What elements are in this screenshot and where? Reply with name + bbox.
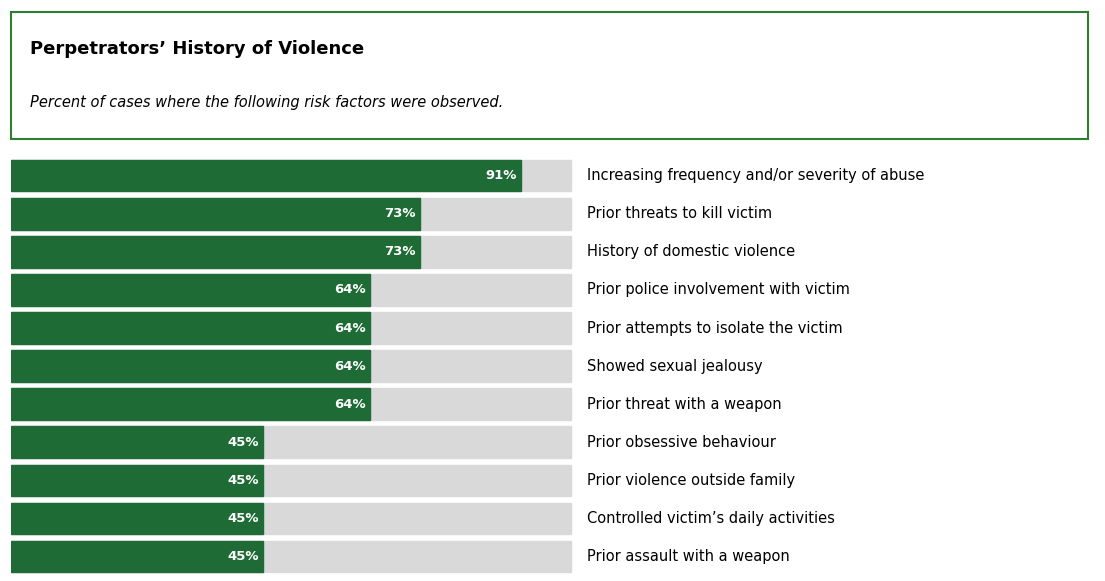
Text: 64%: 64%: [334, 397, 366, 411]
Bar: [11, 465, 571, 496]
Text: Prior police involvement with victim: Prior police involvement with victim: [588, 282, 851, 297]
Bar: [11, 198, 571, 229]
Bar: [11, 503, 571, 534]
Text: Percent of cases where the following risk factors were observed.: Percent of cases where the following ris…: [31, 95, 504, 110]
Text: History of domestic violence: History of domestic violence: [588, 245, 796, 260]
Text: Prior threat with a weapon: Prior threat with a weapon: [588, 397, 782, 411]
Text: 45%: 45%: [228, 512, 259, 525]
Bar: [11, 389, 369, 419]
Bar: [11, 350, 571, 382]
Text: Prior threats to kill victim: Prior threats to kill victim: [588, 206, 772, 221]
Bar: [11, 426, 263, 458]
Bar: [11, 198, 420, 229]
FancyBboxPatch shape: [11, 12, 1088, 139]
Text: Prior obsessive behaviour: Prior obsessive behaviour: [588, 435, 777, 450]
Text: Prior assault with a weapon: Prior assault with a weapon: [588, 548, 790, 564]
Bar: [11, 236, 571, 267]
Bar: [11, 465, 263, 496]
Bar: [11, 160, 520, 192]
Text: Showed sexual jealousy: Showed sexual jealousy: [588, 358, 764, 374]
Bar: [11, 350, 369, 382]
Text: Prior attempts to isolate the victim: Prior attempts to isolate the victim: [588, 321, 843, 335]
Bar: [11, 274, 369, 306]
Text: Controlled victim’s daily activities: Controlled victim’s daily activities: [588, 511, 835, 526]
Text: 73%: 73%: [385, 245, 415, 259]
Text: 64%: 64%: [334, 284, 366, 296]
Bar: [11, 313, 369, 343]
Text: 45%: 45%: [228, 474, 259, 487]
Bar: [11, 540, 263, 572]
Text: Prior violence outside family: Prior violence outside family: [588, 472, 796, 487]
Bar: [11, 503, 263, 534]
Text: Increasing frequency and/or severity of abuse: Increasing frequency and/or severity of …: [588, 168, 925, 184]
Text: Perpetrators’ History of Violence: Perpetrators’ History of Violence: [31, 40, 365, 58]
Text: 64%: 64%: [334, 360, 366, 372]
Bar: [11, 540, 571, 572]
Bar: [11, 313, 571, 343]
Text: 45%: 45%: [228, 550, 259, 562]
Bar: [11, 160, 571, 192]
Text: 45%: 45%: [228, 436, 259, 449]
Bar: [11, 274, 571, 306]
Text: 73%: 73%: [385, 207, 415, 220]
Bar: [11, 236, 420, 267]
Text: 91%: 91%: [485, 170, 516, 182]
Bar: [11, 426, 571, 458]
Text: 64%: 64%: [334, 321, 366, 335]
Bar: [11, 389, 571, 419]
